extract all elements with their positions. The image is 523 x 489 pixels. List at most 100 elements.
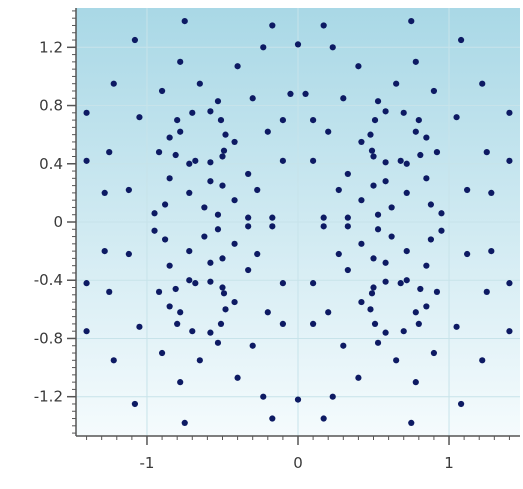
data-point — [158, 87, 166, 95]
data-point — [181, 419, 188, 426]
data-point — [234, 63, 241, 70]
data-point — [358, 298, 365, 306]
data-point — [479, 357, 486, 364]
data-point — [415, 320, 422, 328]
data-point — [155, 288, 163, 295]
data-point — [374, 226, 382, 233]
data-point — [269, 22, 276, 29]
data-point — [166, 134, 173, 141]
data-point — [423, 262, 430, 269]
data-point — [374, 211, 382, 218]
data-point — [397, 280, 404, 287]
data-point — [186, 248, 193, 255]
data-point — [220, 290, 228, 297]
data-point — [287, 90, 294, 97]
data-point — [325, 128, 332, 135]
data-point — [110, 80, 117, 87]
data-point — [264, 128, 271, 135]
data-point — [329, 393, 336, 400]
y-tick-label: 0.4 — [39, 155, 63, 173]
data-point — [344, 266, 351, 274]
data-point — [344, 223, 351, 230]
data-point — [254, 250, 261, 258]
data-point — [335, 186, 342, 194]
data-point — [166, 175, 173, 182]
data-point — [207, 329, 214, 336]
data-point — [355, 374, 362, 381]
axes — [67, 8, 520, 445]
data-point — [201, 204, 208, 211]
data-point — [427, 236, 434, 243]
y-tick-label: -1.2 — [34, 388, 63, 406]
data-point — [162, 236, 169, 243]
data-point — [335, 250, 342, 258]
y-tick-label: 0.8 — [39, 97, 63, 115]
data-point — [340, 342, 347, 349]
data-point — [166, 303, 173, 310]
data-point — [279, 157, 286, 164]
data-point — [325, 309, 332, 316]
data-point — [393, 80, 400, 87]
data-point — [412, 58, 419, 65]
data-point — [245, 266, 252, 274]
data-point — [388, 204, 395, 211]
data-point — [382, 108, 389, 115]
data-point — [151, 210, 158, 217]
data-point — [488, 248, 495, 255]
data-point — [368, 147, 376, 154]
data-point — [110, 357, 117, 364]
data-point — [479, 80, 486, 87]
data-point — [464, 250, 471, 258]
data-point — [310, 157, 317, 164]
data-point — [370, 284, 377, 291]
data-point — [423, 134, 430, 141]
y-tick-label: 0 — [53, 213, 63, 231]
data-point — [367, 131, 374, 138]
data-point — [177, 128, 184, 135]
data-point — [371, 320, 379, 328]
data-point — [217, 320, 225, 328]
data-points — [83, 18, 513, 426]
data-point — [192, 157, 199, 164]
data-point — [371, 116, 379, 124]
data-point — [412, 309, 419, 316]
data-point — [344, 214, 351, 221]
data-point — [217, 116, 225, 124]
data-point — [245, 214, 252, 221]
data-point — [382, 159, 389, 166]
data-point — [186, 189, 193, 196]
data-point — [158, 349, 166, 357]
data-point — [125, 250, 132, 258]
data-point — [382, 259, 389, 266]
data-point — [374, 339, 382, 346]
data-point — [214, 98, 222, 105]
data-point — [320, 22, 327, 29]
y-tick-label: 1.2 — [39, 38, 63, 56]
data-point — [408, 419, 415, 426]
data-point — [207, 178, 214, 185]
data-point — [368, 290, 376, 297]
data-point — [219, 153, 226, 160]
data-point — [196, 357, 203, 364]
x-tick-label: 0 — [293, 454, 303, 472]
data-point — [207, 259, 214, 266]
data-point — [83, 280, 90, 287]
data-point — [310, 116, 317, 124]
data-point — [279, 320, 286, 328]
data-point — [186, 277, 193, 284]
data-point — [438, 210, 445, 217]
data-point — [249, 342, 256, 349]
data-point — [125, 186, 132, 194]
data-point — [417, 285, 424, 293]
data-point — [231, 298, 238, 306]
data-point — [382, 278, 389, 285]
data-point — [458, 400, 465, 408]
data-point — [260, 44, 267, 51]
y-tick-label: -0.4 — [34, 271, 63, 289]
data-point — [222, 131, 229, 138]
data-point — [131, 400, 138, 408]
data-point — [433, 149, 441, 156]
data-point — [358, 138, 365, 146]
data-point — [370, 255, 377, 262]
data-point — [320, 214, 327, 221]
